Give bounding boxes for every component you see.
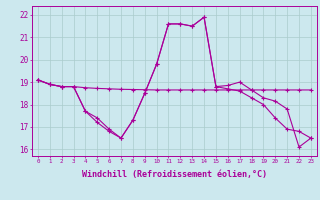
X-axis label: Windchill (Refroidissement éolien,°C): Windchill (Refroidissement éolien,°C) — [82, 170, 267, 179]
